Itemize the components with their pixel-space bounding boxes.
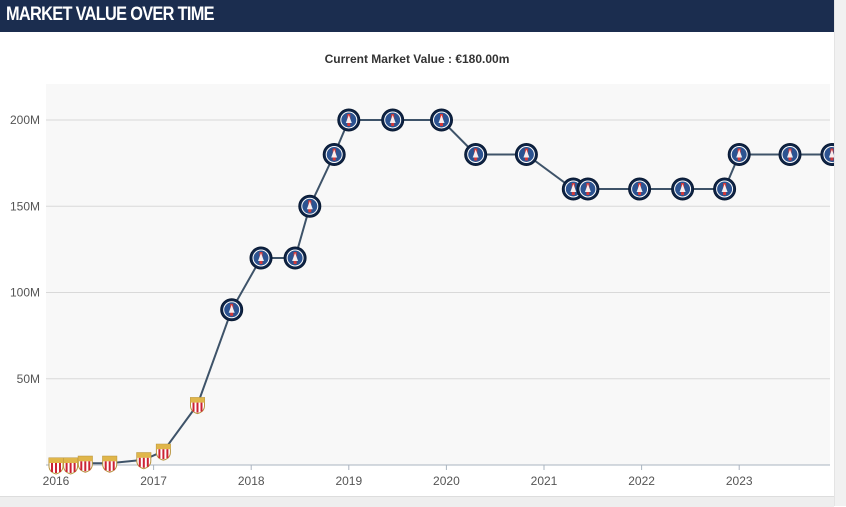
x-tick-label: 2019: [335, 474, 362, 488]
header-bar: MARKET VALUE OVER TIME: [0, 0, 834, 32]
psg-crest-marker: [298, 194, 322, 218]
monaco-crest-marker: [102, 455, 118, 473]
chart-subtitle: Current Market Value : €180.00m: [324, 52, 510, 66]
psg-crest-marker: [778, 143, 802, 166]
psg-crest-marker: [464, 143, 488, 166]
psg-crest-marker: [671, 177, 695, 201]
psg-crest-marker: [713, 177, 737, 201]
x-tick-label: 2023: [726, 474, 753, 488]
psg-crest-marker: [576, 177, 600, 201]
x-tick-label: 2017: [140, 474, 167, 488]
y-tick-label: 100M: [10, 286, 40, 300]
monaco-crest-marker: [77, 455, 93, 473]
psg-crest-marker: [430, 108, 453, 132]
monaco-crest-marker: [155, 443, 171, 461]
monaco-crest-marker: [63, 457, 79, 475]
y-tick-label: 50M: [17, 372, 40, 386]
psg-crest-marker: [249, 246, 273, 270]
x-tick-label: 2022: [628, 474, 655, 488]
x-tick-label: 2021: [531, 474, 558, 488]
monaco-crest-marker: [48, 457, 64, 475]
psg-crest-marker: [283, 246, 307, 270]
monaco-crest-marker: [190, 397, 205, 415]
plot-area: [46, 84, 830, 465]
psg-crest-marker: [727, 143, 751, 166]
psg-crest-marker: [514, 143, 538, 166]
y-tick-label: 150M: [10, 199, 40, 213]
x-tick-label: 2016: [43, 474, 70, 488]
psg-crest-marker: [220, 298, 244, 322]
y-tick-label: 200M: [10, 113, 40, 127]
card-footer: [0, 496, 834, 507]
monaco-crest-marker: [136, 452, 152, 470]
psg-crest-marker: [337, 108, 361, 132]
psg-crest-marker: [381, 108, 405, 132]
psg-crest-marker: [820, 143, 834, 166]
page-title: MARKET VALUE OVER TIME: [6, 4, 215, 25]
x-tick-label: 2020: [433, 474, 460, 488]
page-scrollbar[interactable]: [834, 0, 846, 506]
x-tick-label: 2018: [238, 474, 265, 488]
psg-crest-marker: [322, 143, 346, 166]
psg-crest-marker: [628, 177, 652, 201]
